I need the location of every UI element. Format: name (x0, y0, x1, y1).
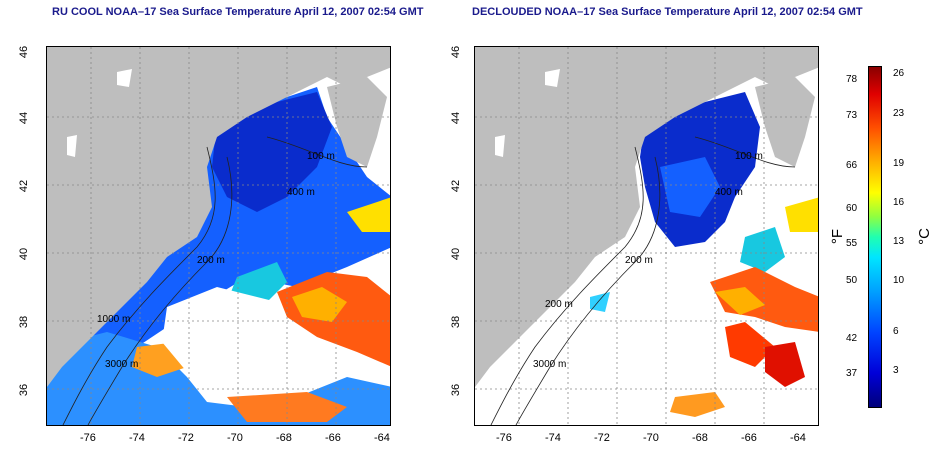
celsius-tick: 13 (893, 236, 905, 247)
celsius-tick: 3 (893, 365, 899, 376)
left-nova-scotia (327, 77, 387, 167)
celsius-tick: 26 (893, 68, 905, 79)
left-y-tick: 38 (18, 315, 30, 329)
left-map-title: RU COOL NOAA–17 Sea Surface Temperature … (52, 6, 424, 18)
right-x-tick: -76 (496, 432, 512, 444)
left-contour-400: 400 m (287, 187, 315, 198)
right-x-tick: -74 (545, 432, 561, 444)
fahrenheit-unit-label: °F (829, 228, 847, 245)
left-x-tick: -66 (325, 432, 341, 444)
right-land-mass (475, 47, 818, 387)
left-contour-200: 200 m (197, 255, 225, 266)
celsius-tick: 10 (893, 275, 905, 286)
right-x-tick: -70 (643, 432, 659, 444)
left-cloud-mask (162, 287, 297, 387)
right-map-svg: 200 m 100 m 400 m 200 m 3000 m (475, 47, 818, 425)
left-contour-100: 100 m (307, 151, 335, 162)
left-x-tick: -76 (80, 432, 96, 444)
left-bathymetry (62, 136, 368, 425)
left-sst-map: 200 m 100 m 400 m 1000 m 3000 m (46, 46, 391, 426)
left-contour-1000: 1000 m (97, 314, 130, 325)
right-x-tick: -68 (692, 432, 708, 444)
fahrenheit-tick: 60 (846, 203, 858, 214)
right-x-tick: -66 (741, 432, 757, 444)
temperature-colorbar (868, 66, 882, 408)
fahrenheit-tick: 42 (846, 333, 858, 344)
right-bathymetry (490, 136, 796, 425)
right-y-tick: 42 (450, 179, 462, 193)
right-contour-200-b: 200 m (545, 299, 573, 310)
right-y-tick: 36 (450, 383, 462, 397)
fahrenheit-tick: 37 (846, 368, 858, 379)
right-map-title: DECLOUDED NOAA–17 Sea Surface Temperatur… (472, 6, 863, 18)
left-x-tick: -64 (374, 432, 390, 444)
fahrenheit-tick: 78 (846, 74, 858, 85)
left-map-svg: 200 m 100 m 400 m 1000 m 3000 m (47, 47, 390, 425)
celsius-tick: 16 (893, 197, 905, 208)
right-contour-400: 400 m (715, 187, 743, 198)
fahrenheit-tick: 50 (846, 275, 858, 286)
left-contour-3000: 3000 m (105, 359, 138, 370)
right-nova-scotia (755, 77, 815, 167)
celsius-tick: 23 (893, 108, 905, 119)
fahrenheit-tick: 55 (846, 238, 858, 249)
left-land-mass (47, 47, 390, 387)
left-x-tick: -72 (178, 432, 194, 444)
left-grid (47, 47, 390, 425)
right-y-tick: 40 (450, 247, 462, 261)
left-y-tick: 40 (18, 247, 30, 261)
right-x-tick: -72 (594, 432, 610, 444)
celsius-tick: 6 (893, 326, 899, 337)
right-y-tick: 38 (450, 315, 462, 329)
right-x-tick: -64 (790, 432, 806, 444)
right-contour-3000: 3000 m (533, 359, 566, 370)
right-contour-200: 200 m (625, 255, 653, 266)
left-y-tick: 44 (18, 111, 30, 125)
right-grid (475, 47, 818, 425)
left-y-tick: 42 (18, 179, 30, 193)
fahrenheit-tick: 66 (846, 160, 858, 171)
right-contour-100: 100 m (735, 151, 763, 162)
left-x-tick: -70 (227, 432, 243, 444)
right-y-tick: 44 (450, 111, 462, 125)
left-x-tick: -68 (276, 432, 292, 444)
left-y-tick: 36 (18, 383, 30, 397)
left-y-tick: 46 (18, 45, 30, 59)
left-x-tick: -74 (129, 432, 145, 444)
celsius-unit-label: °C (915, 228, 933, 245)
celsius-tick: 19 (893, 158, 905, 169)
right-sst-map: 200 m 100 m 400 m 200 m 3000 m (474, 46, 819, 426)
fahrenheit-tick: 73 (846, 110, 858, 121)
right-sst-field (590, 92, 818, 417)
right-y-tick: 46 (450, 45, 462, 59)
